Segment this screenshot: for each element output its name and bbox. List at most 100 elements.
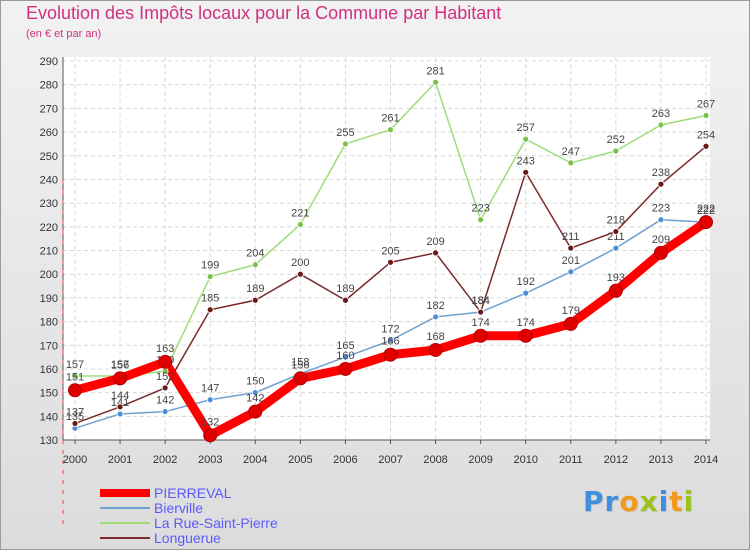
y-tick-label: 160: [40, 364, 58, 376]
data-label: 174: [517, 317, 535, 329]
data-label: 172: [381, 324, 399, 336]
data-point: [432, 313, 439, 321]
data-point: [567, 159, 575, 167]
data-point: [71, 372, 79, 380]
legend-item: PIERREVAL: [100, 486, 360, 501]
x-tick-label: 2014: [694, 454, 718, 466]
data-label: 205: [381, 245, 399, 257]
data-label: 151: [66, 371, 84, 383]
data-label: 267: [697, 98, 715, 110]
data-point: [293, 371, 308, 386]
data-point: [608, 283, 623, 298]
data-label: 132: [201, 416, 219, 428]
data-point: [342, 140, 349, 148]
data-point: [161, 408, 169, 415]
y-tick-label: 220: [40, 222, 58, 234]
data-label: 158: [291, 357, 309, 369]
data-point: [113, 371, 128, 386]
data-label: 218: [607, 215, 625, 227]
data-label: 142: [246, 393, 264, 405]
data-label: 179: [562, 305, 580, 317]
chart-subtitle: (en € et par an): [26, 28, 102, 40]
y-tick-label: 260: [40, 127, 58, 139]
data-point: [387, 337, 394, 344]
data-point: [699, 215, 713, 230]
legend-label: Bierville: [154, 500, 204, 516]
data-label: 137: [66, 406, 84, 418]
data-point: [522, 135, 530, 143]
data-point: [473, 328, 488, 343]
data-label: 199: [201, 260, 219, 272]
data-point: [68, 383, 82, 398]
x-tick-label: 2009: [468, 454, 492, 466]
data-label: 147: [201, 383, 219, 395]
y-tick-label: 130: [40, 435, 58, 447]
data-label: 174: [471, 317, 489, 329]
data-point: [71, 420, 79, 427]
x-tick-label: 2011: [559, 454, 583, 466]
data-point: [206, 273, 214, 280]
y-tick-label: 180: [40, 317, 58, 329]
legend-item: Longuerue: [100, 531, 360, 546]
data-label: 150: [246, 376, 264, 388]
y-tick-label: 170: [40, 340, 58, 352]
data-point: [432, 249, 439, 257]
y-tick-label: 230: [40, 198, 58, 210]
data-label: 193: [607, 272, 625, 284]
data-point: [657, 121, 665, 129]
x-tick-label: 2006: [333, 454, 357, 466]
x-tick-label: 2013: [649, 454, 673, 466]
y-tick-label: 270: [40, 103, 58, 115]
legend-swatch: [100, 489, 150, 497]
data-point: [251, 261, 259, 269]
data-point: [432, 78, 439, 86]
data-label: 156: [291, 359, 309, 371]
x-tick-label: 2004: [243, 454, 267, 466]
data-label: 247: [562, 146, 580, 158]
data-label: 144: [111, 390, 129, 402]
data-point: [206, 306, 214, 314]
data-label: 209: [426, 236, 444, 248]
data-label: 157: [66, 359, 84, 371]
data-point: [296, 270, 304, 278]
data-label: 252: [607, 134, 625, 146]
data-label: 168: [426, 331, 444, 343]
y-tick-label: 290: [40, 56, 58, 68]
y-tick-label: 280: [40, 80, 58, 92]
data-label: 204: [246, 248, 264, 260]
data-label: 200: [291, 257, 309, 269]
x-tick-label: 2008: [423, 454, 447, 466]
x-tick-label: 2002: [153, 454, 177, 466]
data-label: 281: [426, 65, 444, 77]
legend-swatch: [100, 507, 150, 509]
data-label: 209: [652, 234, 670, 246]
data-point: [518, 328, 533, 343]
data-label: 157: [111, 359, 129, 371]
data-label: 189: [246, 283, 264, 295]
legend-item: La Rue-Saint-Pierre: [100, 516, 360, 531]
data-label: 222: [697, 203, 715, 215]
data-point: [116, 403, 124, 411]
data-point: [563, 316, 578, 331]
legend-label: PIERREVAL: [154, 485, 232, 501]
data-label: 142: [156, 395, 174, 407]
data-label: 166: [381, 336, 399, 348]
y-tick-label: 200: [40, 269, 58, 281]
y-tick-label: 150: [40, 388, 58, 400]
data-label: 156: [111, 359, 129, 371]
data-label: 255: [336, 127, 354, 139]
data-label: 189: [336, 283, 354, 295]
y-tick-label: 240: [40, 174, 58, 186]
y-tick-label: 190: [40, 293, 58, 305]
data-point: [477, 216, 485, 224]
data-label: 238: [652, 167, 670, 179]
data-point: [657, 216, 665, 224]
data-label: 211: [562, 231, 580, 243]
data-point: [702, 112, 710, 119]
data-label: 221: [291, 207, 309, 219]
data-label: 263: [652, 108, 670, 120]
y-tick-label: 250: [40, 151, 58, 163]
y-tick-label: 210: [40, 246, 58, 258]
data-label: 185: [201, 293, 219, 305]
